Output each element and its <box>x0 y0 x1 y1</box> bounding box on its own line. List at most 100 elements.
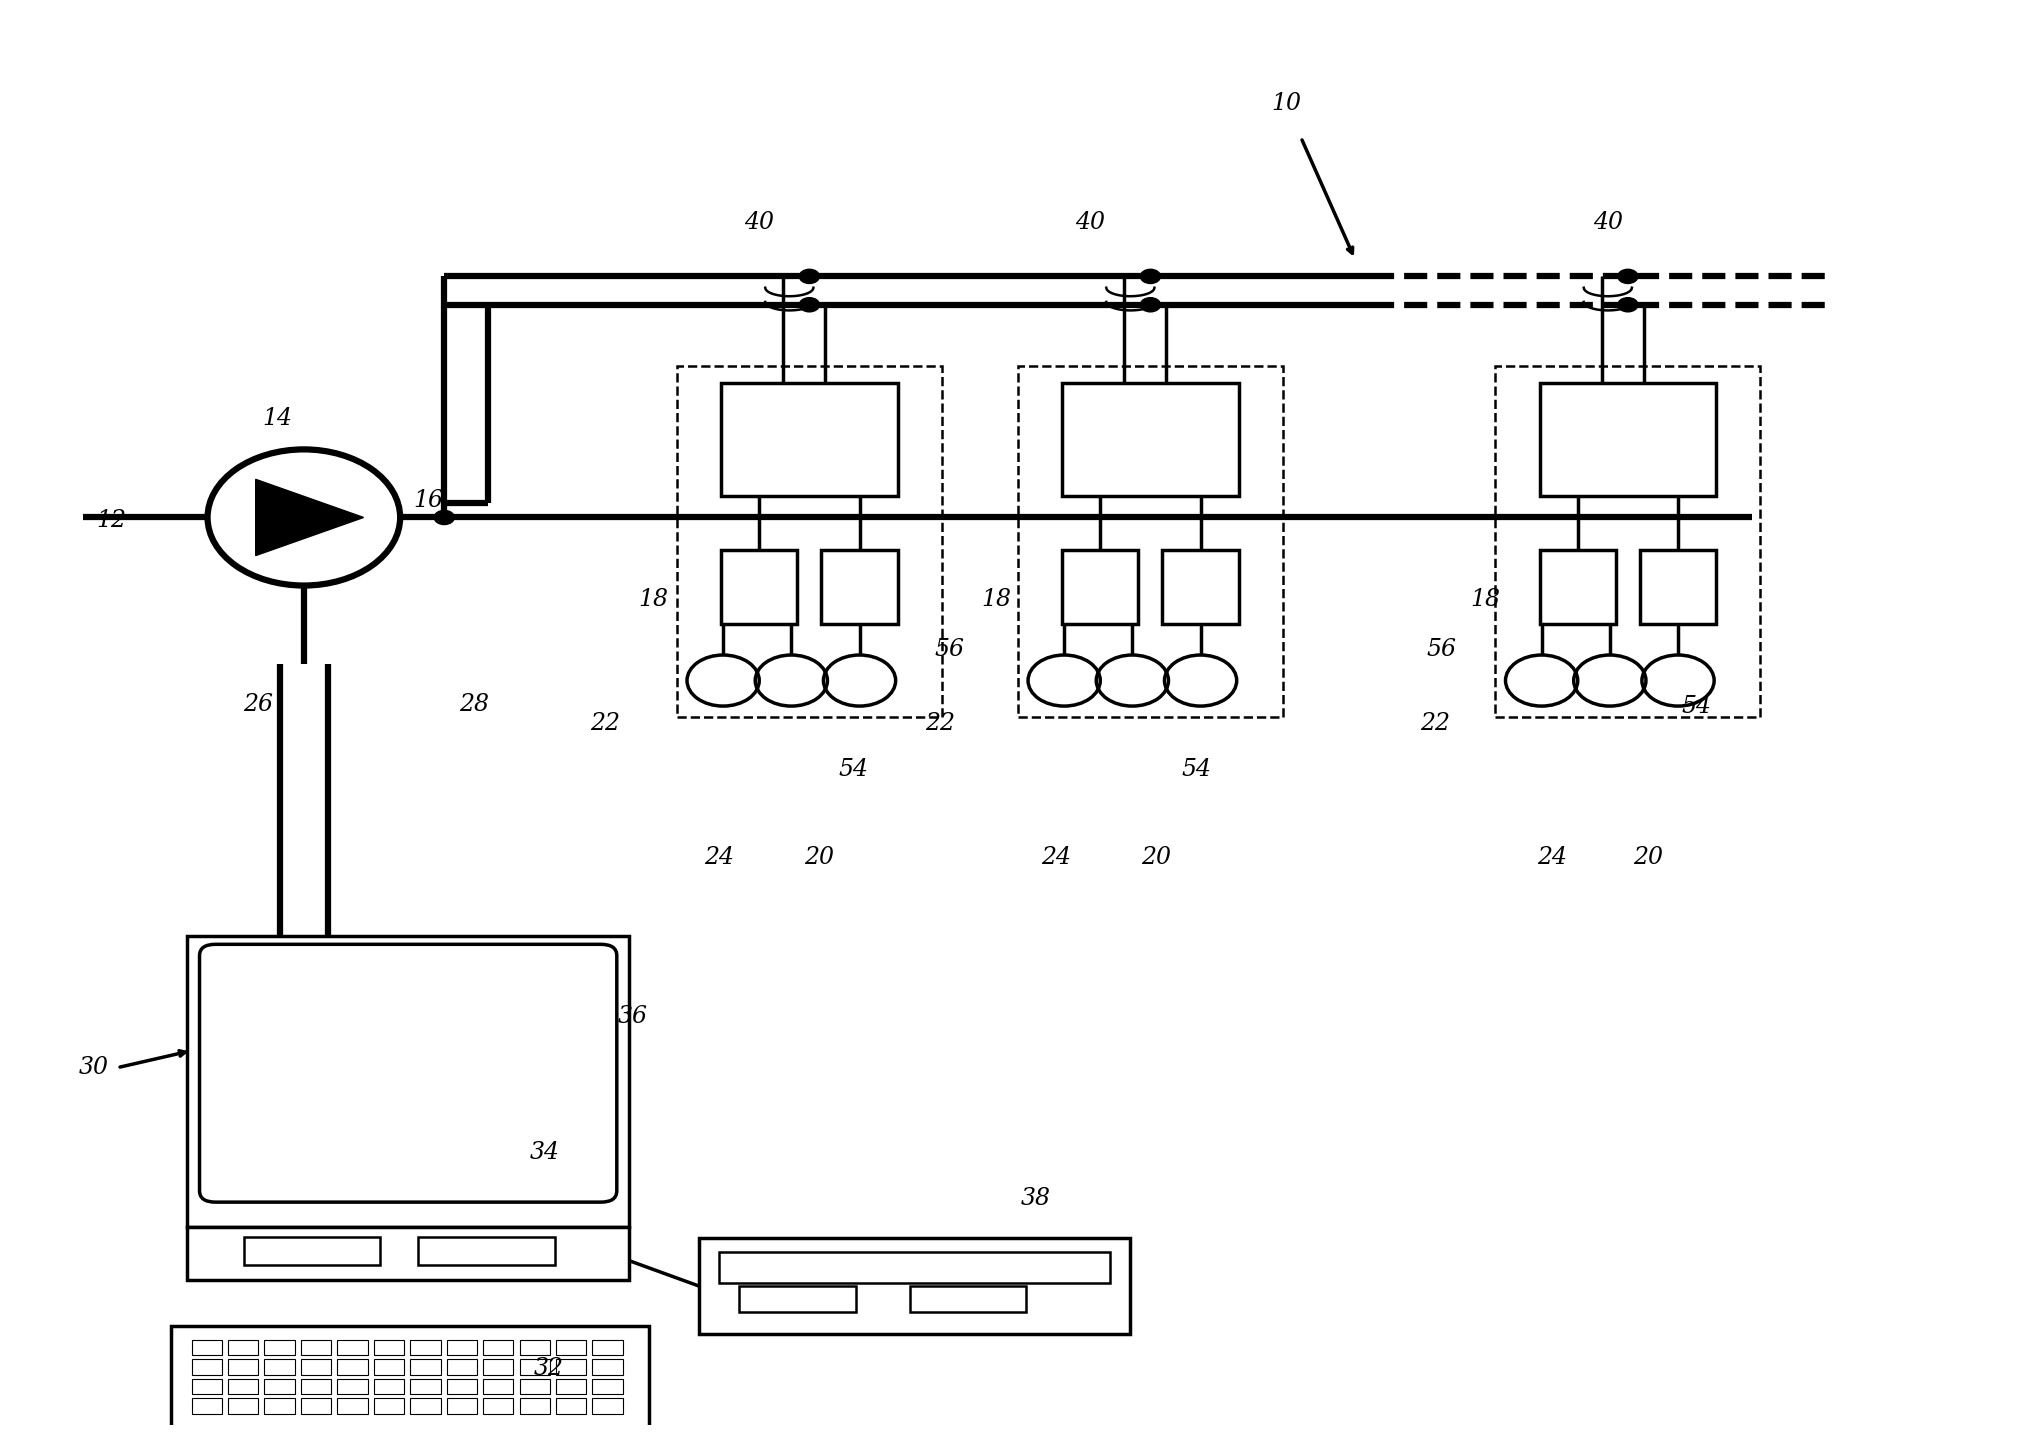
FancyBboxPatch shape <box>200 944 616 1201</box>
Bar <box>739 1286 856 1312</box>
Bar <box>192 1399 222 1413</box>
Text: 56: 56 <box>1426 637 1456 660</box>
Bar <box>1640 550 1717 624</box>
Bar <box>410 1399 440 1413</box>
Text: 40: 40 <box>1075 211 1105 233</box>
Bar <box>265 1399 295 1413</box>
Text: 20: 20 <box>804 846 834 869</box>
Bar <box>446 1399 477 1413</box>
Circle shape <box>800 298 820 312</box>
Text: 40: 40 <box>743 211 774 233</box>
Text: 24: 24 <box>1537 846 1568 869</box>
Bar <box>519 1359 549 1375</box>
Bar <box>592 1340 622 1355</box>
Circle shape <box>1618 269 1638 284</box>
Bar <box>556 1379 586 1395</box>
Text: 12: 12 <box>97 508 127 531</box>
Text: 18: 18 <box>1471 589 1501 611</box>
Bar <box>519 1340 549 1355</box>
Bar <box>1063 382 1238 497</box>
Bar <box>556 1340 586 1355</box>
Circle shape <box>1618 298 1638 312</box>
Bar <box>822 550 897 624</box>
Text: 30: 30 <box>79 1057 109 1080</box>
Bar <box>374 1379 404 1395</box>
Text: 26: 26 <box>242 693 273 716</box>
Bar <box>446 1379 477 1395</box>
Bar <box>188 935 628 1227</box>
Polygon shape <box>257 480 364 556</box>
Bar <box>909 1286 1026 1312</box>
Bar <box>410 1379 440 1395</box>
Bar <box>483 1399 513 1413</box>
Bar <box>301 1359 331 1375</box>
Bar <box>374 1359 404 1375</box>
Bar <box>265 1359 295 1375</box>
Text: 20: 20 <box>1632 846 1662 869</box>
Bar <box>192 1340 222 1355</box>
Bar <box>265 1379 295 1395</box>
Bar <box>228 1379 259 1395</box>
Text: 40: 40 <box>1594 211 1622 233</box>
Text: 18: 18 <box>982 589 1010 611</box>
Bar <box>721 550 798 624</box>
Text: 10: 10 <box>1273 92 1301 115</box>
Bar <box>337 1340 368 1355</box>
Circle shape <box>800 269 820 284</box>
Text: 24: 24 <box>705 846 733 869</box>
Text: 14: 14 <box>263 407 293 430</box>
Bar <box>410 1340 440 1355</box>
Text: 36: 36 <box>618 1005 648 1028</box>
Text: 24: 24 <box>1040 846 1071 869</box>
Bar <box>374 1399 404 1413</box>
Bar <box>374 1340 404 1355</box>
Bar <box>228 1340 259 1355</box>
Bar <box>1063 550 1139 624</box>
Bar <box>556 1399 586 1413</box>
Text: 22: 22 <box>925 712 955 735</box>
Text: 54: 54 <box>838 759 869 782</box>
Bar <box>1539 550 1616 624</box>
Bar <box>337 1359 368 1375</box>
Bar <box>244 1237 380 1266</box>
Bar <box>556 1359 586 1375</box>
Text: 28: 28 <box>459 693 489 716</box>
Text: 32: 32 <box>533 1358 564 1380</box>
Text: 20: 20 <box>1141 846 1172 869</box>
Bar <box>228 1399 259 1413</box>
Bar <box>228 1359 259 1375</box>
Bar <box>1539 382 1717 497</box>
Text: 56: 56 <box>935 637 966 660</box>
Bar <box>192 1359 222 1375</box>
Circle shape <box>1141 298 1159 312</box>
Bar <box>337 1399 368 1413</box>
Bar <box>483 1340 513 1355</box>
Text: 54: 54 <box>1681 695 1711 717</box>
Bar <box>172 1326 648 1432</box>
Bar <box>519 1399 549 1413</box>
Circle shape <box>434 510 454 524</box>
Bar <box>446 1340 477 1355</box>
Bar <box>483 1379 513 1395</box>
Bar <box>483 1359 513 1375</box>
Bar <box>699 1237 1131 1335</box>
Bar <box>1162 550 1238 624</box>
Bar <box>410 1359 440 1375</box>
Bar <box>301 1379 331 1395</box>
Bar <box>337 1379 368 1395</box>
Bar <box>719 1252 1111 1283</box>
Bar <box>301 1399 331 1413</box>
Text: 34: 34 <box>529 1141 560 1164</box>
Bar <box>519 1379 549 1395</box>
Bar <box>592 1399 622 1413</box>
Bar <box>446 1359 477 1375</box>
Text: 38: 38 <box>1020 1187 1050 1210</box>
Bar <box>188 1227 628 1280</box>
Text: 18: 18 <box>638 589 669 611</box>
Text: 22: 22 <box>1420 712 1450 735</box>
Text: 16: 16 <box>414 488 442 513</box>
Text: 54: 54 <box>1182 759 1212 782</box>
Bar <box>418 1237 556 1266</box>
Circle shape <box>1141 269 1159 284</box>
Bar <box>592 1359 622 1375</box>
